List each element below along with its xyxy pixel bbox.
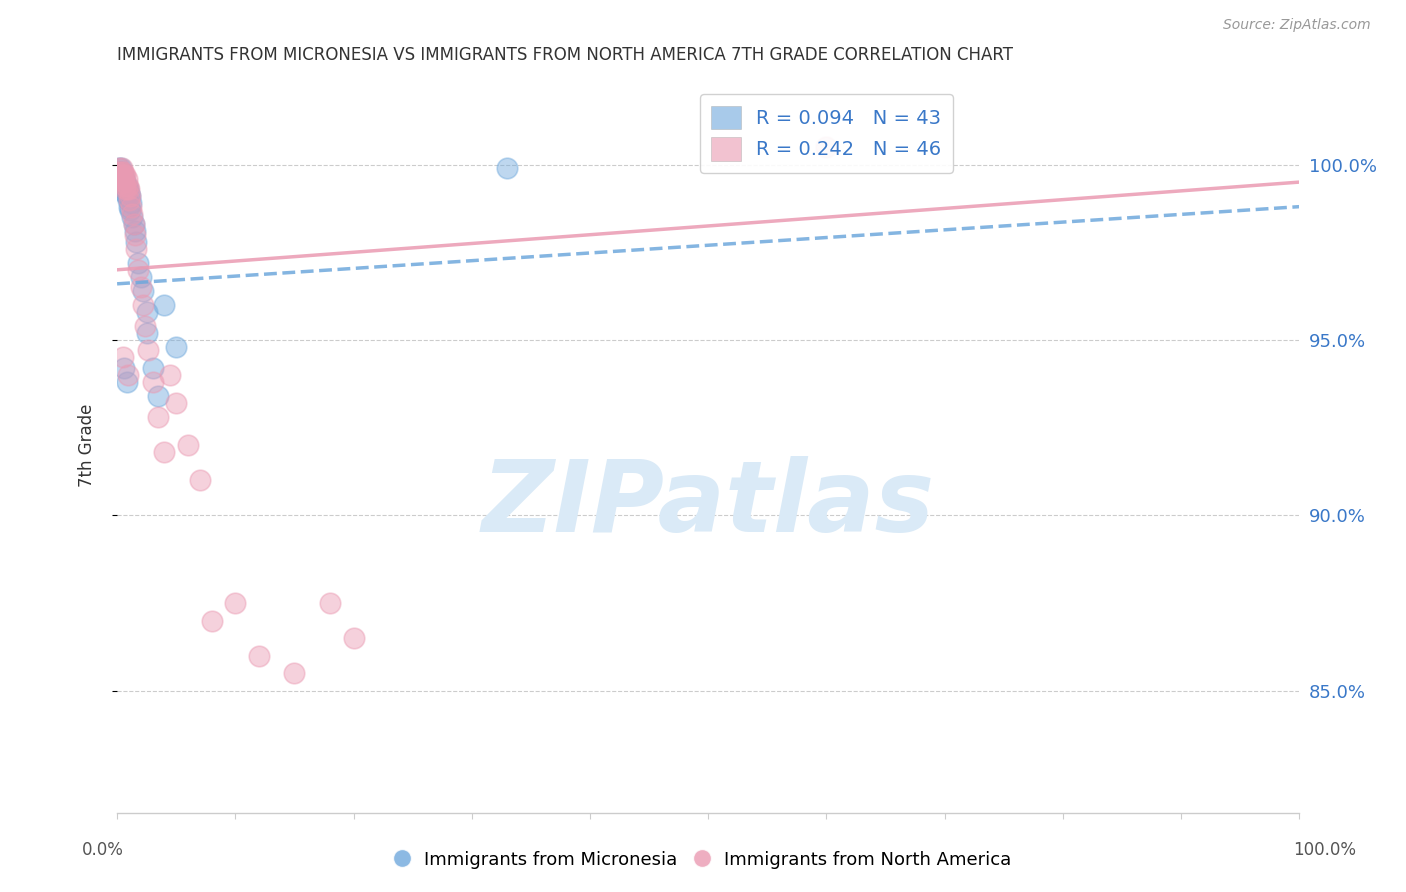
Text: 0.0%: 0.0% [82, 840, 124, 858]
Point [111, 171, 134, 186]
Point [117, 182, 139, 196]
Point [153, 298, 176, 312]
Point [132, 298, 155, 312]
Point [110, 164, 132, 178]
Point [124, 224, 146, 238]
Point [107, 168, 129, 182]
Point [122, 217, 145, 231]
Point [111, 161, 134, 175]
Point [121, 210, 143, 224]
Point [107, 164, 129, 178]
Legend: R = 0.094   N = 43, R = 0.242   N = 46: R = 0.094 N = 43, R = 0.242 N = 46 [700, 94, 953, 172]
Point [129, 269, 152, 284]
Point [115, 178, 138, 193]
Point [115, 189, 138, 203]
Point [118, 186, 141, 200]
Point [110, 168, 132, 182]
Point [165, 340, 187, 354]
Point [117, 368, 139, 382]
Point [120, 189, 142, 203]
Point [111, 168, 134, 182]
Point [107, 168, 129, 182]
Point [319, 596, 342, 610]
Point [115, 375, 138, 389]
Point [132, 284, 155, 298]
Point [112, 171, 135, 186]
Point [159, 368, 181, 382]
Point [111, 164, 134, 178]
Point [117, 178, 139, 193]
Point [115, 182, 138, 196]
Point [117, 193, 139, 207]
Point [111, 351, 134, 365]
Point [177, 438, 200, 452]
Point [201, 614, 224, 628]
Point [108, 164, 131, 178]
Text: IMMIGRANTS FROM MICRONESIA VS IMMIGRANTS FROM NORTH AMERICA 7TH GRADE CORRELATIO: IMMIGRANTS FROM MICRONESIA VS IMMIGRANTS… [117, 46, 1014, 64]
Point [125, 242, 148, 256]
Point [114, 182, 136, 196]
Point [112, 175, 135, 189]
Point [127, 262, 149, 277]
Point [111, 164, 134, 178]
Point [148, 389, 170, 403]
Point [247, 648, 270, 663]
Point [142, 361, 165, 376]
Point [108, 161, 131, 175]
Point [142, 375, 165, 389]
Point [188, 473, 211, 487]
Point [129, 280, 152, 294]
Point [118, 182, 141, 196]
Point [115, 171, 138, 186]
Point [815, 140, 838, 154]
Point [124, 227, 146, 242]
Point [122, 217, 145, 231]
Point [342, 631, 364, 645]
Point [224, 596, 246, 610]
Point [148, 410, 170, 425]
Point [283, 666, 305, 681]
Point [118, 193, 141, 207]
Point [110, 168, 132, 182]
Point [118, 200, 141, 214]
Point [121, 207, 143, 221]
Point [120, 200, 142, 214]
Point [111, 178, 134, 193]
Point [108, 161, 131, 175]
Legend: Immigrants from Micronesia, Immigrants from North America: Immigrants from Micronesia, Immigrants f… [388, 844, 1018, 876]
Point [112, 168, 135, 182]
Point [110, 171, 132, 186]
Point [120, 203, 142, 218]
Point [135, 305, 157, 319]
Point [110, 164, 132, 178]
Point [165, 396, 187, 410]
Point [134, 318, 156, 333]
Point [111, 175, 134, 189]
Point [114, 178, 136, 193]
Y-axis label: 7th Grade: 7th Grade [79, 403, 96, 487]
Point [112, 178, 135, 193]
Point [111, 168, 134, 182]
Point [114, 186, 136, 200]
Point [111, 171, 134, 186]
Point [496, 161, 519, 175]
Point [120, 196, 142, 211]
Text: 100.0%: 100.0% [1294, 840, 1355, 858]
Point [136, 343, 159, 358]
Point [153, 445, 176, 459]
Point [127, 256, 149, 270]
Point [114, 168, 136, 182]
Text: Source: ZipAtlas.com: Source: ZipAtlas.com [1223, 18, 1371, 31]
Text: ZIPatlas: ZIPatlas [482, 456, 935, 553]
Point [110, 161, 132, 175]
Point [125, 235, 148, 249]
Point [120, 189, 142, 203]
Point [112, 182, 135, 196]
Point [112, 361, 135, 376]
Point [114, 182, 136, 196]
Point [114, 175, 136, 189]
Point [135, 326, 157, 340]
